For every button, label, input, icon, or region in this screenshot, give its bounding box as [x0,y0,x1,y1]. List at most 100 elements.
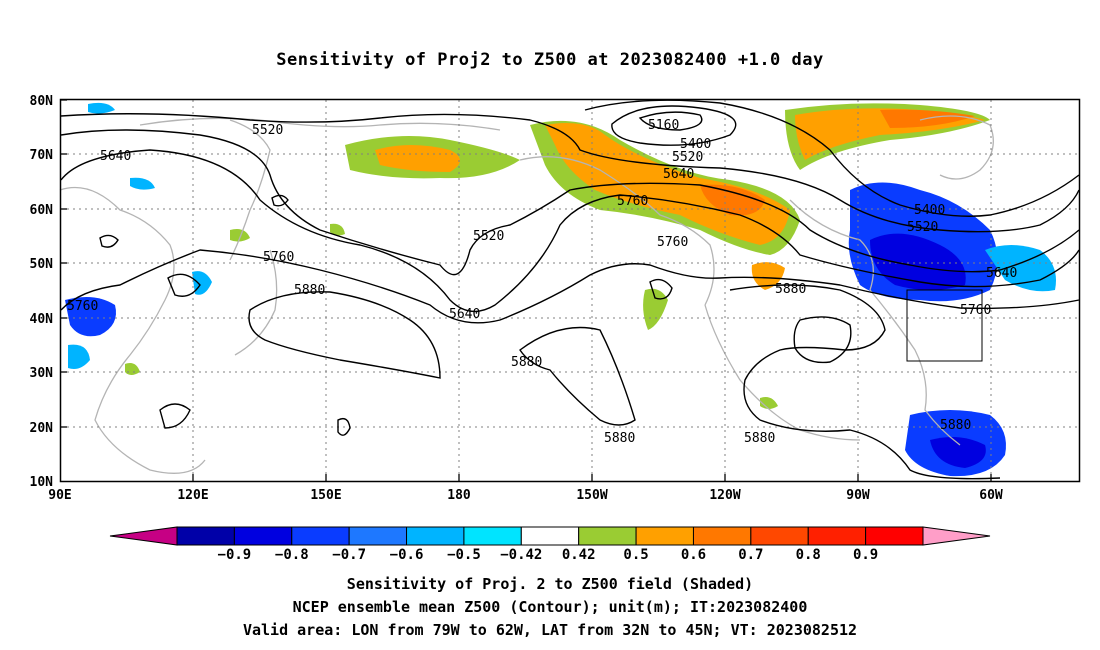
lon-label: 120W [709,488,740,503]
neg-patch-caribbean-core [930,436,986,468]
coastlines [59,115,994,474]
contour-small-4 [159,403,191,429]
lon-label: 90E [48,488,71,503]
contour-label: 5520 [672,150,703,165]
neg-patch-asia [65,296,116,337]
colorbar-tick-label: 0.7 [738,547,763,563]
contour-line-5760 [60,249,1080,324]
contour-label: 5640 [449,307,480,322]
colorbar-swatch [291,526,350,546]
sensitivity-shading [65,102,1056,477]
longitude-labels: 90E 120E 150E 180 150W 120W 90W 60W [48,488,1003,503]
contour-label: 5760 [263,250,294,265]
contour-small-6 [649,278,673,300]
colorbar [109,526,991,546]
contour-label: 5520 [473,229,504,244]
contour-small-3 [167,273,201,297]
neg-patch-arctic [88,102,115,114]
pos-patch-siberia-orange [375,145,460,172]
map-title: Sensitivity of Proj2 to Z500 at 20230824… [276,50,824,70]
colorbar-tick-label: 0.6 [681,547,706,563]
colorbar-swatch [176,526,235,546]
contour-line-5520-west [60,129,1080,276]
colorbar-swatch [520,526,580,546]
colorbar-tick-label: 0.42 [562,547,596,563]
graticule [61,100,1079,481]
lon-label: 90W [846,488,870,503]
contour-label: 5400 [680,137,711,152]
lat-label: 80N [30,94,54,109]
latitude-labels: 80N 70N 60N 50N 40N 30N 20N 10N [30,94,54,490]
contour-labels: 5160 5400 5400 5520 5520 5520 5520 5640 … [67,118,1017,446]
colorbar-swatch [692,526,752,546]
valid-area-box [906,289,983,362]
colorbar-swatch [578,526,637,546]
contour-label: 5880 [744,431,775,446]
lon-label: 180 [447,488,471,503]
colorbar-tick-label: −0.9 [218,547,252,563]
pos-patch-alaska-core [700,184,765,216]
neg-patch-eastus-core [870,233,966,290]
contour-label: 5880 [940,418,971,433]
contour-label: 5400 [914,203,945,218]
contour-label: 5880 [775,282,806,297]
contour-label: 5760 [617,194,648,209]
lat-label: 30N [30,366,54,381]
lat-label: 60N [30,203,54,218]
contour-small-1 [99,234,119,248]
contour-label: 5640 [663,167,694,182]
colorbar-tick-label: 0.9 [853,547,878,563]
colorbar-swatch [750,526,809,546]
pos-patch-rockies [751,262,785,290]
caption-line-1: Sensitivity of Proj. 2 to Z500 field (Sh… [346,575,754,593]
contour-line-5400 [584,99,1080,217]
pos-patch-pac-green [643,288,668,330]
colorbar-tick-label: 0.8 [796,547,821,563]
coast-namerica-west [704,304,861,441]
colorbar-swatch [865,526,924,546]
coast-alaska [519,156,715,306]
contour-line-5520-north [60,113,1080,233]
contour-line-5880d [793,316,852,364]
pos-patch-misc1 [230,229,250,242]
neg-patch-asia-cyan [68,344,90,369]
lon-label: 120E [177,488,208,503]
coast-japan [234,249,278,356]
colorbar-labels: −0.9 −0.8 −0.7 −0.6 −0.5 −0.42 0.42 0.5 0.6 0.7 0.… [218,547,879,563]
contour-label: 5760 [67,299,98,314]
contour-small-5 [337,417,351,436]
coast-namerica-east [869,289,961,446]
contour-label: 5160 [648,118,679,133]
lon-label: 150W [576,488,607,503]
pos-patch-misc3 [125,363,140,375]
lon-label: 150E [310,488,341,503]
contour-line-5880c [729,284,1001,480]
colorbar-tick-label: −0.7 [332,547,366,563]
contour-label: 5880 [511,355,542,370]
contour-label: 5640 [100,149,131,164]
lon-label: 60W [979,488,1003,503]
caption-line-2: NCEP ensemble mean Z500 (Contour); unit(… [292,598,808,616]
contour-label: 5520 [252,123,283,138]
coast-asia [59,186,206,474]
z500-contours [60,99,1080,480]
contour-small-2 [271,194,289,207]
coast-arctic [139,117,501,131]
lat-label: 40N [30,312,54,327]
contour-label: 5520 [907,220,938,235]
lat-label: 70N [30,148,54,163]
colorbar-swatch [807,526,867,546]
colorbar-tick-label: 0.5 [623,547,648,563]
colorbar-swatch [406,526,465,546]
neg-patch-npac2 [130,177,155,190]
contour-line-5880b [519,326,636,426]
colorbar-swatch [348,526,408,546]
map-frame [59,98,1081,483]
coast-greenland [919,115,994,180]
lat-label: 50N [30,257,54,272]
contour-label: 5640 [986,266,1017,281]
colorbar-tick-label: −0.5 [447,547,481,563]
lat-label: 20N [30,421,54,436]
colorbar-max-arrow [922,526,991,546]
